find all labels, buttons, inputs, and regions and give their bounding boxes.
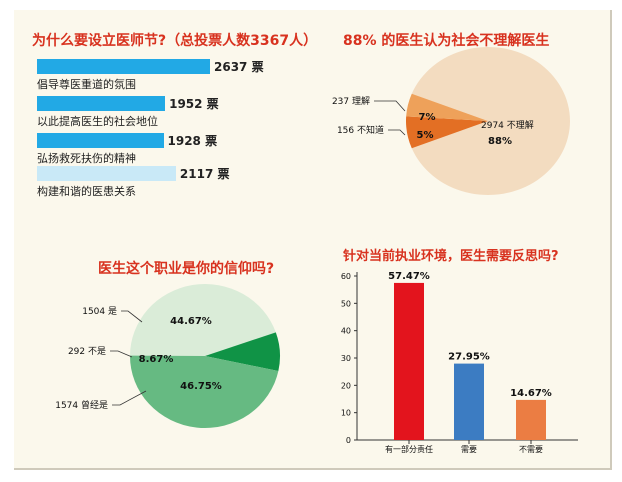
- y-tick-label: 30: [341, 354, 351, 363]
- pie1-slice-3: [411, 47, 571, 195]
- y-tick-label: 20: [341, 381, 351, 390]
- pie2-label-2: 292 不是: [68, 346, 106, 357]
- chart3-title: 医生这个职业是你的信仰吗?: [98, 261, 275, 277]
- pie2-label-3: 1574 曾经是: [55, 399, 108, 411]
- chart4-title: 针对当前执业环境，医生需要反思吗?: [343, 249, 559, 264]
- vbar-1: [394, 282, 424, 440]
- x-tick-label-2: 需要: [461, 445, 477, 454]
- x-tick-label-1: 有一部分责任: [385, 444, 433, 454]
- pie1-label-2: 156 不知道: [337, 124, 384, 136]
- vbar-3: [516, 399, 546, 440]
- chart2-title: 88% 的医生认为社会不理解医生: [343, 33, 550, 49]
- pie1-label-3: 2974 不理解: [481, 119, 534, 131]
- vbar-3-value: 14.67%: [510, 388, 552, 399]
- pie1-slice-1: [405, 116, 488, 149]
- pie1-slice-3-percent: 88%: [488, 136, 512, 147]
- y-tick-label: 60: [341, 272, 351, 281]
- pie1-leader-1: [374, 100, 406, 112]
- pie1-leader-2: [388, 129, 406, 136]
- vbar-1-value: 57.47%: [388, 271, 430, 282]
- pie2-slice-3: [129, 355, 279, 428]
- pie2-leader-2: [110, 350, 133, 358]
- pie1-label-1: 237 理解: [332, 95, 370, 107]
- pie2-slice-3-percent: 46.75%: [180, 381, 222, 392]
- hbar-2-value: 1952 票: [169, 97, 219, 111]
- y-tick-label: 10: [341, 409, 351, 418]
- pie2-leader-1: [121, 310, 143, 323]
- hbar-3-label: 弘扬救死扶伤的精神: [37, 152, 136, 165]
- pie1-slice-1-percent: 7%: [419, 112, 436, 123]
- hbar-4-value: 2117 票: [179, 167, 230, 181]
- y-tick-label: 40: [341, 327, 351, 336]
- hbar-1: [37, 59, 210, 74]
- pie2-slice-2: [205, 332, 280, 371]
- y-tick-label: 50: [341, 299, 351, 308]
- vbar-2: [454, 363, 484, 440]
- hbar-4: [37, 166, 176, 181]
- pie2-slice-1: [130, 284, 276, 356]
- hbar-3-value: 1928 票: [167, 134, 218, 148]
- hbar-2: [37, 96, 166, 111]
- hbar-1-label: 倡导尊医重道的氛围: [37, 78, 136, 91]
- hbar-2-label: 以此提高医生的社会地位: [37, 115, 158, 128]
- pie1-slice-2: [406, 93, 488, 121]
- vbar-2-value: 27.95%: [448, 352, 490, 363]
- hbar-3: [37, 133, 164, 148]
- pie2-slice-1-percent: 44.67%: [170, 316, 212, 327]
- pie2-slice-2-percent: 8.67%: [139, 354, 174, 365]
- pie1-slice-2-percent: 5%: [417, 130, 434, 141]
- pie2-leader-3: [112, 390, 147, 406]
- pie2-label-1: 1504 是: [82, 306, 117, 317]
- hbar-4-label: 构建和谐的医患关系: [37, 185, 136, 198]
- y-tick-label: 0: [346, 436, 351, 445]
- hbar-1-value: 2637 票: [214, 60, 264, 74]
- chart1-title: 为什么要设立医师节?（总投票人数3367人）: [32, 33, 318, 49]
- x-tick-label-3: 不需要: [519, 445, 543, 454]
